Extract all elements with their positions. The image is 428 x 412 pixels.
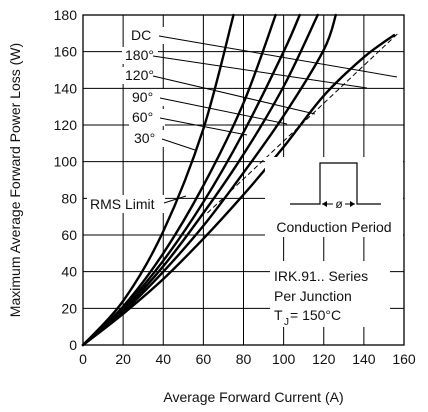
annotation-bg bbox=[270, 261, 390, 327]
series-label-bg bbox=[128, 27, 164, 44]
series-label-bg bbox=[129, 109, 165, 126]
x-tick-label: 120 bbox=[312, 351, 336, 367]
series-label: 120° bbox=[125, 67, 154, 83]
plot-frame bbox=[82, 14, 405, 346]
series-leader-line bbox=[152, 75, 316, 115]
series-leader-line bbox=[161, 138, 196, 151]
series-leader-line bbox=[158, 35, 398, 78]
axes: 0 20 40 60 80 100 120 140 160 0 20 40 60 80 100 120 140 1… bbox=[7, 7, 416, 405]
y-tick-label: 80 bbox=[61, 190, 77, 206]
conduction-symbol-bg bbox=[333, 197, 345, 210]
x-tick-label: 0 bbox=[79, 351, 87, 367]
y-tick-label: 60 bbox=[61, 227, 77, 243]
conduction-arrowhead-left bbox=[322, 201, 327, 207]
series-label-bg bbox=[129, 89, 165, 106]
conduction-arrowhead-right bbox=[350, 201, 355, 207]
y-tick-label: 120 bbox=[54, 117, 78, 133]
annotation-temp: = 150°C bbox=[290, 307, 341, 323]
rms-label-bg bbox=[87, 195, 165, 213]
series-label: DC bbox=[131, 27, 151, 43]
x-tick-label: 60 bbox=[196, 351, 212, 367]
y-tick-label: 180 bbox=[54, 7, 78, 23]
y-axis-title: Maximum Average Forward Power Loss (W) bbox=[7, 43, 23, 317]
series-line-5 bbox=[81, 34, 396, 347]
series-label: 90° bbox=[132, 89, 153, 105]
y-tick-label: 0 bbox=[69, 337, 77, 353]
x-tick-label: 160 bbox=[392, 351, 416, 367]
y-tick-label: 160 bbox=[54, 44, 78, 60]
series-label: 30° bbox=[134, 130, 155, 146]
annotation-subscript-j: J bbox=[284, 317, 289, 328]
x-tick-label: 100 bbox=[272, 351, 296, 367]
y-tick-label: 100 bbox=[54, 154, 78, 170]
series-leader-line bbox=[159, 97, 288, 125]
series-line-0 bbox=[81, 13, 235, 347]
series-leader-line bbox=[159, 117, 248, 136]
x-tick-label: 20 bbox=[115, 351, 131, 367]
x-axis-title: Average Forward Current (A) bbox=[163, 389, 343, 405]
annotation-per-junction: Per Junction bbox=[274, 288, 352, 304]
rms-limit-label: RMS Limit bbox=[90, 196, 155, 212]
series-label-bg bbox=[122, 47, 158, 64]
conduction-symbol: ø bbox=[335, 197, 343, 211]
x-tick-label: 140 bbox=[352, 351, 376, 367]
y-tick-label: 140 bbox=[54, 80, 78, 96]
series-line-3 bbox=[81, 13, 319, 347]
labels: DC 180° 120° 90° 60° 30° RMS Limit ø Conduction … bbox=[87, 27, 403, 328]
series-label-bg bbox=[122, 67, 158, 84]
rms-limit-line bbox=[207, 32, 399, 214]
y-tick-label: 40 bbox=[61, 264, 77, 280]
conduction-period-label: Conduction Period bbox=[276, 219, 391, 235]
conduction-waveform bbox=[290, 162, 381, 205]
x-tick-label: 40 bbox=[155, 351, 171, 367]
series-line-1 bbox=[81, 13, 277, 347]
y-tick-label: 20 bbox=[61, 300, 77, 316]
series-label: 180° bbox=[125, 47, 154, 63]
series-label: 60° bbox=[132, 109, 153, 125]
curves bbox=[81, 13, 399, 347]
x-tick-label: 80 bbox=[236, 351, 252, 367]
series-label-bg bbox=[131, 130, 167, 147]
rms-leader-line bbox=[163, 195, 187, 204]
annotation-t: T bbox=[274, 307, 283, 323]
series-line-2 bbox=[81, 13, 301, 347]
annotation-series: IRK.91.. Series bbox=[274, 268, 368, 284]
series-leader-line bbox=[152, 55, 368, 89]
